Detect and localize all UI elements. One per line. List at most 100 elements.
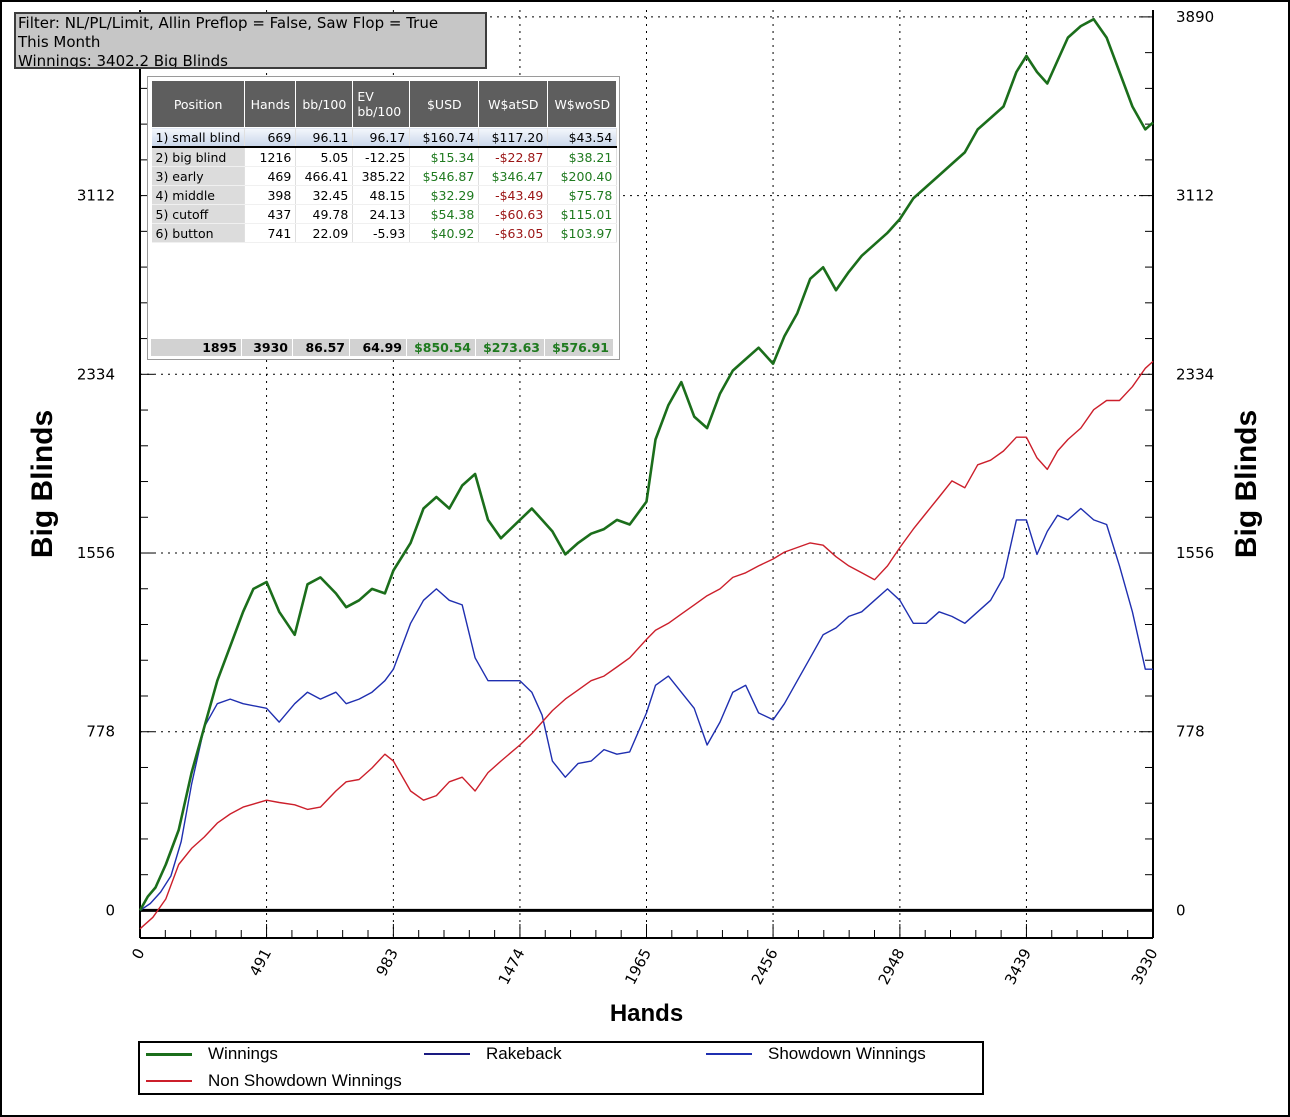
stat-cell: 48.15 bbox=[352, 185, 411, 205]
position-cell: 2) big blind bbox=[151, 147, 246, 167]
y-tick-label-left: 1556 bbox=[77, 544, 115, 562]
column-header-position[interactable]: Position bbox=[150, 80, 246, 128]
stat-cell: 669 bbox=[244, 127, 297, 148]
chart-legend: Winnings Rakeback Showdown Winnings Non … bbox=[138, 1041, 984, 1095]
table-row[interactable]: 1) small blind 669 96.11 96.17 $160.74 $117.2… bbox=[151, 127, 618, 148]
stat-cell: 398 bbox=[244, 185, 297, 205]
position-stats-panel: Position Hands bb/100 EV bb/100 $USD W$a… bbox=[147, 76, 620, 360]
total-cell: 1895 bbox=[151, 339, 242, 356]
position-cell: 1) small blind bbox=[151, 127, 246, 148]
series-layer bbox=[138, 17, 1154, 930]
ev-bb100-label: EV bb/100 bbox=[357, 89, 402, 119]
position-cell: 5) cutoff bbox=[151, 204, 246, 224]
legend-label: Rakeback bbox=[486, 1044, 562, 1063]
y-axis-title-left: Big Blinds bbox=[26, 410, 59, 558]
stat-cell: 96.11 bbox=[295, 127, 354, 148]
stat-cell: -$22.87 bbox=[478, 147, 549, 167]
stat-cell: 741 bbox=[244, 223, 297, 243]
column-header-hands[interactable]: Hands bbox=[244, 80, 297, 128]
x-tick-label: 3930 bbox=[1128, 945, 1162, 987]
stat-cell: 96.17 bbox=[352, 127, 411, 148]
series-line-non-showdown-winnings bbox=[139, 360, 1154, 930]
stat-cell: 385.22 bbox=[352, 166, 411, 186]
stat-cell: -$63.05 bbox=[478, 223, 549, 243]
legend-label: Showdown Winnings bbox=[768, 1044, 926, 1063]
position-cell: 6) button bbox=[151, 223, 246, 243]
legend-swatch bbox=[146, 1053, 192, 1056]
stat-cell: $160.74 bbox=[409, 127, 480, 148]
x-tick-label: 0 bbox=[128, 945, 148, 962]
series-line-winnings bbox=[138, 17, 1154, 912]
totals-row: 1895 3930 86.57 64.99 $850.54 $273.63 $5… bbox=[151, 339, 614, 356]
stat-cell: $40.92 bbox=[409, 223, 480, 243]
column-header-usd[interactable]: $USD bbox=[409, 80, 480, 128]
total-cell: $850.54 bbox=[406, 339, 476, 356]
stat-cell: $117.20 bbox=[478, 127, 549, 148]
stat-cell: 5.05 bbox=[295, 147, 354, 167]
column-header-wswosd[interactable]: W$woSD bbox=[547, 80, 618, 128]
legend-item-winnings[interactable]: Winnings bbox=[146, 1044, 406, 1064]
y-tick-label-left: 778 bbox=[86, 723, 115, 741]
table-row[interactable]: 5) cutoff 437 49.78 24.13 $54.38 -$60.63 $115.… bbox=[151, 204, 618, 224]
table-row[interactable]: 3) early 469 466.41 385.22 $546.87 $346.47 $20… bbox=[151, 166, 618, 186]
stat-cell: 32.45 bbox=[295, 185, 354, 205]
x-tick-label: 3439 bbox=[1001, 945, 1035, 987]
position-cell: 3) early bbox=[151, 166, 246, 186]
stat-cell: $200.40 bbox=[547, 166, 618, 186]
legend-label: Winnings bbox=[208, 1044, 278, 1063]
total-cell: 3930 bbox=[241, 339, 293, 356]
y-axis-title-right: Big Blinds bbox=[1230, 410, 1263, 558]
legend-swatch bbox=[424, 1053, 470, 1055]
stat-cell: -$43.49 bbox=[478, 185, 549, 205]
y-tick-label-left: 3112 bbox=[77, 187, 115, 205]
stat-cell: 22.09 bbox=[295, 223, 354, 243]
y-tick-label-left: 2334 bbox=[77, 365, 115, 383]
stat-cell: $15.34 bbox=[409, 147, 480, 167]
x-tick-label: 491 bbox=[246, 945, 275, 979]
y-tick-label-left: 0 bbox=[105, 901, 115, 919]
stat-cell: $54.38 bbox=[409, 204, 480, 224]
legend-item-non-showdown-winnings[interactable]: Non Showdown Winnings bbox=[146, 1071, 446, 1091]
legend-label: Non Showdown Winnings bbox=[208, 1071, 402, 1090]
stat-cell: 437 bbox=[244, 204, 297, 224]
table-row[interactable]: 4) middle 398 32.45 48.15 $32.29 -$43.49 $75.7… bbox=[151, 185, 618, 205]
legend-swatch bbox=[706, 1053, 752, 1055]
y-tick-label-right: 3112 bbox=[1176, 187, 1214, 205]
stat-cell: $346.47 bbox=[478, 166, 549, 186]
total-cell: $273.63 bbox=[475, 339, 545, 356]
x-tick-label: 983 bbox=[373, 945, 402, 979]
total-cell: $576.91 bbox=[544, 339, 614, 356]
stat-cell: $115.01 bbox=[547, 204, 618, 224]
date-range-text: This Month bbox=[18, 33, 101, 51]
filter-text: Filter: NL/PL/Limit, Allin Preflop = Fal… bbox=[18, 14, 439, 32]
table-header-row: Position Hands bb/100 EV bb/100 $USD W$a… bbox=[150, 80, 618, 128]
stat-cell: -$60.63 bbox=[478, 204, 549, 224]
table-row[interactable]: 2) big blind 1216 5.05 -12.25 $15.34 -$22.87 $… bbox=[151, 147, 618, 167]
column-header-wsatsd[interactable]: W$atSD bbox=[478, 80, 549, 128]
y-tick-label-right: 778 bbox=[1176, 723, 1205, 741]
stat-cell: $546.87 bbox=[409, 166, 480, 186]
y-tick-label-right: 3890 bbox=[1176, 8, 1214, 26]
stat-cell: 24.13 bbox=[352, 204, 411, 224]
x-tick-label: 2456 bbox=[748, 945, 782, 987]
position-stats-table: Position Hands bb/100 EV bb/100 $USD W$a… bbox=[150, 80, 618, 243]
table-row[interactable]: 6) button 741 22.09 -5.93 $40.92 -$63.05 $103.… bbox=[151, 223, 618, 243]
column-header-bb100[interactable]: bb/100 bbox=[295, 80, 354, 128]
stat-cell: 469 bbox=[244, 166, 297, 186]
stat-cell: 466.41 bbox=[295, 166, 354, 186]
axes-layer bbox=[139, 10, 1154, 939]
stat-cell: $32.29 bbox=[409, 185, 480, 205]
column-header-ev-bb100[interactable]: EV bb/100 bbox=[352, 80, 411, 128]
stat-cell: $75.78 bbox=[547, 185, 618, 205]
legend-item-rakeback[interactable]: Rakeback bbox=[424, 1044, 684, 1064]
filter-info-box: Filter: NL/PL/Limit, Allin Preflop = Fal… bbox=[14, 12, 487, 69]
x-tick-label: 2948 bbox=[875, 945, 909, 987]
y-tick-label-right: 0 bbox=[1176, 901, 1186, 919]
total-cell: 86.57 bbox=[292, 339, 350, 356]
x-tick-label: 1474 bbox=[495, 945, 529, 987]
total-cell: 64.99 bbox=[349, 339, 407, 356]
stat-cell: 1216 bbox=[244, 147, 297, 167]
stat-cell: $43.54 bbox=[547, 127, 618, 148]
y-tick-label-right: 2334 bbox=[1176, 365, 1214, 383]
legend-item-showdown-winnings[interactable]: Showdown Winnings bbox=[706, 1044, 976, 1064]
